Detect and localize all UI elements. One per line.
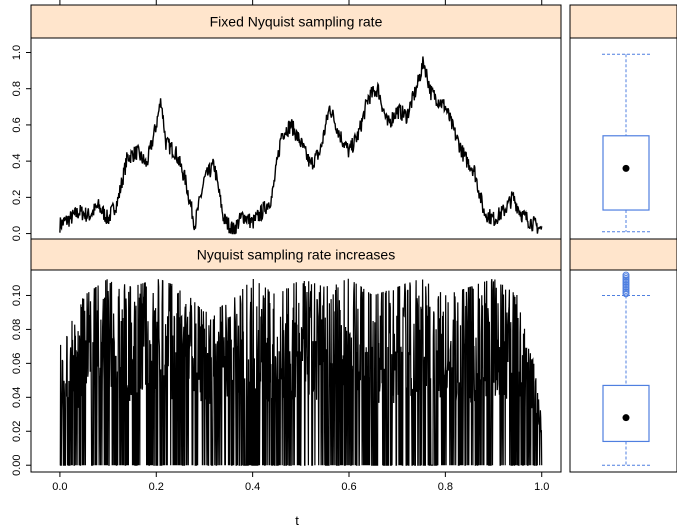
series-line-fixed	[59, 56, 543, 235]
series-line-increasing	[59, 278, 543, 466]
box-median-dot	[622, 414, 630, 422]
panel-strip	[30, 4, 562, 39]
box-outlier	[622, 271, 630, 279]
strip-title: Fixed Nyquist sampling rate	[210, 14, 383, 30]
box-panel-frame	[569, 37, 677, 240]
x-tick-label: 0.2	[149, 481, 164, 493]
box-iqr	[602, 384, 650, 443]
x-tick-label: 0.4	[245, 481, 260, 493]
box-panel-frame	[569, 269, 677, 473]
y-tick-label: 0.00	[11, 454, 23, 475]
box-median-dot	[622, 164, 630, 172]
labels-layer: Fixed Nyquist sampling rate 0.0 0.2 0.4 0.6 0…	[11, 14, 549, 494]
y-tick-label: 1.0	[11, 45, 23, 60]
y-tick-label: 0.06	[11, 353, 23, 374]
y-tick-label: 0.04	[11, 387, 23, 408]
y-tick-label: 0.8	[11, 81, 23, 96]
y-tick-label: 0.2	[11, 190, 23, 205]
y-tick-label: 0.08	[11, 319, 23, 340]
x-tick-label: 1.0	[534, 481, 549, 493]
y-tick-label: 0.0	[11, 226, 23, 241]
x-tick-label: 0.6	[341, 481, 356, 493]
strip-title: Nyquist sampling rate increases	[197, 247, 395, 263]
x-tick-label: 0.8	[438, 481, 453, 493]
panels-layer	[26, 0, 677, 477]
y-tick-label: 0.6	[11, 117, 23, 132]
y-tick-label: 0.02	[11, 421, 23, 442]
box-panel-strip	[569, 4, 677, 39]
y-tick-label: 0.10	[11, 285, 23, 306]
marks-layer	[59, 53, 650, 466]
x-tick-label: 0.0	[52, 481, 67, 493]
x-axis-title: t	[295, 513, 299, 527]
panel-strip	[30, 238, 562, 271]
box-panel-strip	[569, 238, 677, 271]
y-tick-label: 0.4	[11, 153, 23, 168]
box-iqr	[602, 135, 650, 211]
panel-frame	[30, 269, 562, 473]
